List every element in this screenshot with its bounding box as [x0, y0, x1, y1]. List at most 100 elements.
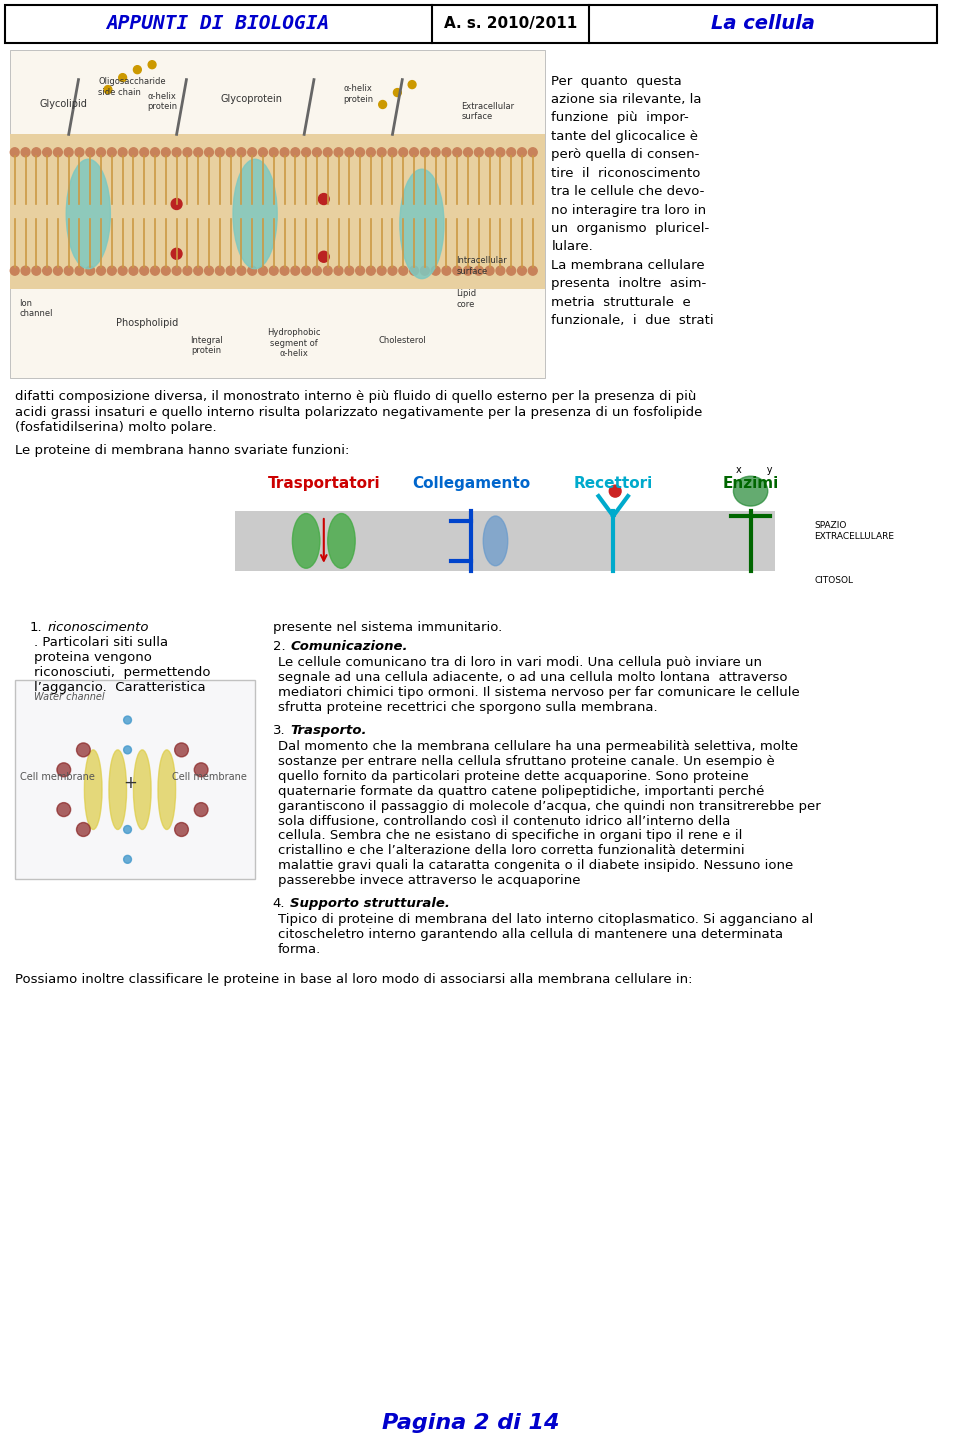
Text: malattie gravi quali la cataratta congenita o il diabete insipido. Nessuno ione: malattie gravi quali la cataratta congen… — [277, 859, 793, 872]
Circle shape — [215, 148, 225, 157]
Circle shape — [291, 148, 300, 157]
Circle shape — [420, 266, 429, 274]
Circle shape — [118, 266, 127, 274]
Circle shape — [194, 266, 203, 274]
Ellipse shape — [327, 513, 355, 568]
Text: Cell membrane: Cell membrane — [19, 772, 94, 782]
Circle shape — [108, 266, 116, 274]
Circle shape — [301, 266, 310, 274]
Circle shape — [175, 743, 188, 757]
Text: tire  il  riconoscimento: tire il riconoscimento — [551, 167, 701, 180]
Circle shape — [32, 266, 40, 274]
Circle shape — [398, 266, 408, 274]
Circle shape — [442, 148, 451, 157]
Circle shape — [517, 266, 526, 274]
Text: riconoscimento: riconoscimento — [47, 621, 149, 634]
Circle shape — [485, 148, 494, 157]
Text: Extracellular
surface: Extracellular surface — [461, 102, 515, 121]
Circle shape — [408, 80, 416, 89]
Text: Trasportatori: Trasportatori — [268, 476, 380, 491]
Ellipse shape — [483, 516, 508, 566]
Ellipse shape — [733, 476, 768, 506]
Circle shape — [124, 746, 132, 754]
Circle shape — [464, 148, 472, 157]
Circle shape — [248, 148, 256, 157]
Circle shape — [324, 148, 332, 157]
Circle shape — [464, 266, 472, 274]
Text: metria  strutturale  e: metria strutturale e — [551, 296, 691, 309]
Circle shape — [420, 148, 429, 157]
Text: (fosfatidilserina) molto polare.: (fosfatidilserina) molto polare. — [14, 421, 216, 434]
Circle shape — [431, 266, 440, 274]
Text: azione sia rilevante, la: azione sia rilevante, la — [551, 93, 702, 106]
Text: 3.: 3. — [273, 724, 285, 737]
Text: però quella di consen-: però quella di consen- — [551, 148, 700, 161]
Text: citoscheletro interno garantendo alla cellula di mantenere una determinata: citoscheletro interno garantendo alla ce… — [277, 928, 782, 941]
Circle shape — [313, 266, 322, 274]
Text: riconosciuti,  permettendo: riconosciuti, permettendo — [35, 667, 211, 680]
Circle shape — [183, 266, 192, 274]
Text: x        y: x y — [736, 466, 773, 476]
Text: passerebbe invece attraverso le acquaporine: passerebbe invece attraverso le acquapor… — [277, 874, 580, 887]
Circle shape — [77, 743, 90, 757]
Circle shape — [133, 66, 141, 73]
Circle shape — [324, 266, 332, 274]
Circle shape — [410, 266, 419, 274]
Circle shape — [410, 148, 419, 157]
Circle shape — [442, 266, 451, 274]
Text: tra le cellule che devo-: tra le cellule che devo- — [551, 185, 705, 198]
Circle shape — [270, 266, 278, 274]
Circle shape — [227, 266, 235, 274]
Circle shape — [32, 148, 40, 157]
Circle shape — [171, 249, 182, 259]
Circle shape — [124, 716, 132, 724]
Circle shape — [379, 101, 387, 108]
Circle shape — [258, 148, 268, 157]
Circle shape — [355, 148, 365, 157]
Text: Tipico di proteine di membrana del lato interno citoplasmatico. Si agganciano al: Tipico di proteine di membrana del lato … — [277, 912, 813, 925]
Circle shape — [319, 251, 329, 262]
Circle shape — [496, 266, 505, 274]
Circle shape — [507, 148, 516, 157]
Text: α-helix
protein: α-helix protein — [344, 85, 373, 103]
Circle shape — [355, 266, 365, 274]
Circle shape — [377, 148, 386, 157]
Circle shape — [367, 148, 375, 157]
Circle shape — [394, 89, 401, 96]
Text: Lipid
core: Lipid core — [456, 289, 476, 309]
Text: segnale ad una cellula adiacente, o ad una cellula molto lontana  attraverso: segnale ad una cellula adiacente, o ad u… — [277, 671, 787, 684]
Circle shape — [528, 266, 538, 274]
Circle shape — [129, 148, 138, 157]
Circle shape — [171, 198, 182, 210]
Circle shape — [194, 763, 208, 777]
Text: Glycolipid: Glycolipid — [39, 99, 87, 109]
Text: Integral
protein: Integral protein — [190, 336, 223, 355]
Circle shape — [301, 148, 310, 157]
Text: Cholesterol: Cholesterol — [378, 336, 426, 345]
Text: SPAZIO
EXTRACELLULARE: SPAZIO EXTRACELLULARE — [814, 522, 895, 540]
Text: Collegamento: Collegamento — [412, 476, 530, 491]
Circle shape — [85, 266, 95, 274]
Text: difatti composizione diversa, il monostrato interno è più fluido di quello ester: difatti composizione diversa, il monostr… — [14, 389, 696, 404]
Circle shape — [291, 266, 300, 274]
Text: La cellula: La cellula — [711, 14, 815, 33]
Circle shape — [334, 266, 343, 274]
Circle shape — [610, 486, 621, 497]
Circle shape — [227, 148, 235, 157]
Text: Possiamo inoltre classificare le proteine in base al loro modo di associarsi all: Possiamo inoltre classificare le protein… — [14, 973, 692, 986]
Circle shape — [345, 148, 353, 157]
Text: mediatori chimici tipo ormoni. Il sistema nervoso per far comunicare le cellule: mediatori chimici tipo ormoni. Il sistem… — [277, 687, 800, 700]
Circle shape — [175, 822, 188, 836]
Circle shape — [388, 266, 396, 274]
Circle shape — [140, 148, 149, 157]
Circle shape — [517, 148, 526, 157]
Bar — [5, 4, 937, 43]
Circle shape — [85, 148, 95, 157]
Text: quaternarie formate da quattro catene polipeptidiche, importanti perché: quaternarie formate da quattro catene po… — [277, 785, 764, 798]
Circle shape — [64, 266, 73, 274]
Text: quello fornito da particolari proteine dette acquaporine. Sono proteine: quello fornito da particolari proteine d… — [277, 770, 749, 783]
Text: Pagina 2 di 14: Pagina 2 di 14 — [382, 1413, 560, 1433]
Circle shape — [474, 266, 483, 274]
Circle shape — [124, 825, 132, 833]
Text: cristallino e che l’alterazione della loro corretta funzionalità determini: cristallino e che l’alterazione della lo… — [277, 845, 744, 858]
